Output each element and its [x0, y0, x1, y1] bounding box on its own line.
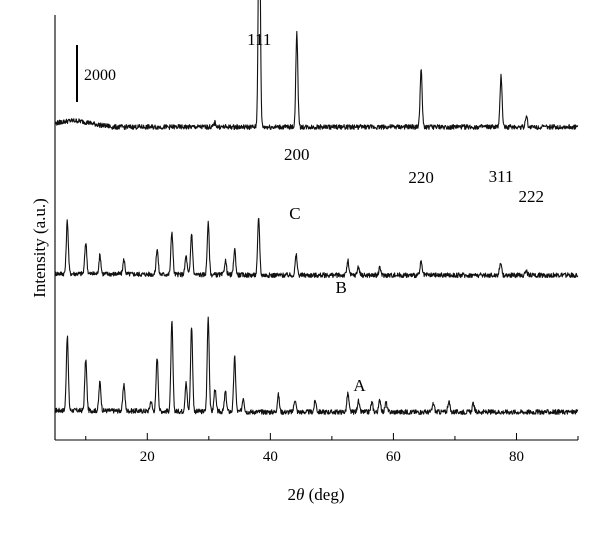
peak-label-111: 111 [247, 30, 271, 49]
peak-label-222: 222 [518, 187, 544, 206]
x-axis-ticks: 20 40 60 80 [85, 433, 579, 465]
x-axis-title: 2θ (deg) [288, 485, 345, 504]
scale-bar-label: 2000 [84, 67, 116, 84]
x-tick-label: 80 [509, 449, 524, 465]
y-axis-title: Intensity (a.u.) [30, 198, 49, 298]
x-axis-title-prefix: 2 [288, 485, 297, 504]
curve-label-C: C [289, 204, 300, 223]
x-tick-label: 40 [263, 449, 278, 465]
plot-frame [54, 15, 578, 441]
curve-label-B: B [335, 278, 346, 297]
trace-C [54, 0, 579, 130]
traces [54, 0, 579, 415]
trace-A [54, 316, 579, 415]
peak-label-220: 220 [408, 168, 434, 187]
trace-B [54, 217, 579, 279]
peak-label-200: 200 [284, 145, 310, 164]
peak-label-311: 311 [489, 167, 514, 186]
x-tick-label: 20 [140, 449, 155, 465]
x-axis-title-suffix: (deg) [304, 485, 344, 504]
x-tick-label: 60 [386, 449, 401, 465]
curve-label-A: A [353, 376, 366, 395]
x-axis-title-theta: θ [296, 485, 304, 504]
